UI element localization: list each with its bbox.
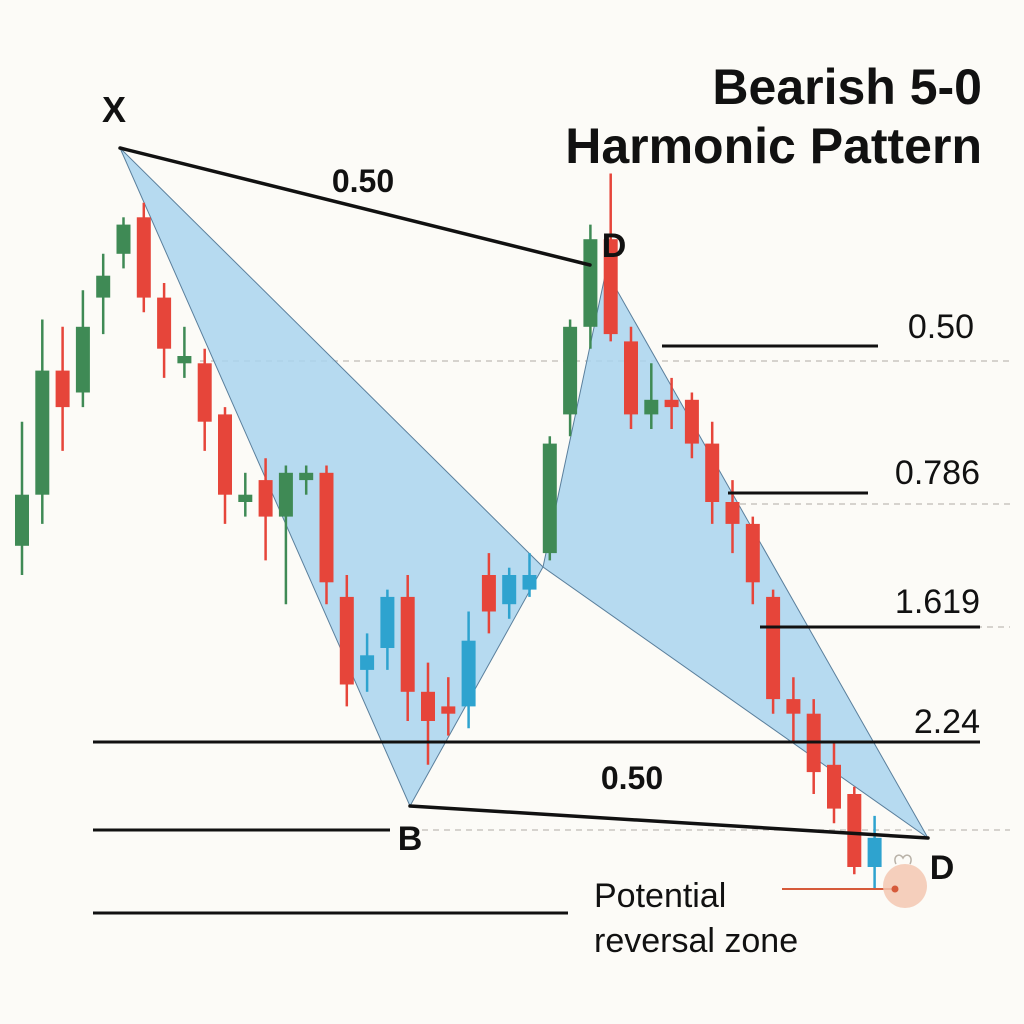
candle-body [847,794,862,867]
candle-body [218,414,232,495]
candle-body [136,217,151,298]
bcd-triangle [542,269,929,839]
leg-top-label: 0.50 [332,163,394,199]
candle-body [157,297,172,349]
annotation-line-2: reversal zone [594,922,798,960]
candle-body [238,494,253,502]
candle-body [766,596,781,700]
candle-body [684,399,699,444]
candle-body [745,523,760,583]
candle-body [421,691,435,721]
candle-body [15,494,29,546]
candle-body [461,640,476,707]
candle-body [502,575,517,605]
candle-body [542,443,557,554]
xd-leg-line [118,146,592,267]
candle-body [867,837,882,867]
candle-body [603,239,618,335]
candle-body [400,596,415,692]
candle-body [583,239,598,327]
leg-bottom-label: 0.50 [601,760,663,796]
candle-body [522,575,537,590]
candle-body [278,472,293,517]
ratio-lines [93,344,980,915]
pattern-lines [118,146,930,840]
ratio-label-1619: 1.619 [895,583,980,621]
title-line-2: Harmonic Pattern [565,118,982,174]
ratio-label-224: 2.24 [914,703,980,741]
candlestick-series [15,173,882,889]
bd-leg-line [408,804,930,840]
candle-body [624,341,638,415]
candle-body [299,472,314,481]
candle-body [319,472,334,583]
candle-body [786,699,801,714]
candle-body [116,224,131,254]
point-d-bottom-label: D [930,849,955,887]
candle-body [75,326,90,393]
candle-body [360,655,375,670]
candle-body [339,596,354,685]
ratio-label-0786: 0.786 [895,454,980,492]
annotation-line-1: Potential [594,877,726,915]
candle-body [563,326,578,415]
point-x-label: X [102,89,126,130]
candle-body [481,575,496,612]
candle-body [664,399,679,408]
reversal-marker-icon [782,854,927,908]
candle-body [644,399,659,415]
candle-body [55,370,70,408]
candle-body [177,356,192,364]
candle-body [441,706,456,714]
candle-body [380,596,395,648]
candle-body [258,480,273,517]
candle-body [96,275,111,298]
ratio-label-050: 0.50 [908,308,974,346]
point-d-top-label: D [602,227,627,265]
title-line-1: Bearish 5-0 [712,59,982,115]
candle-body [197,363,212,422]
candle-body [725,502,740,524]
candle-body [35,370,50,495]
candle-body [827,764,841,809]
point-b-label: B [398,820,423,858]
candle-body [705,443,720,502]
